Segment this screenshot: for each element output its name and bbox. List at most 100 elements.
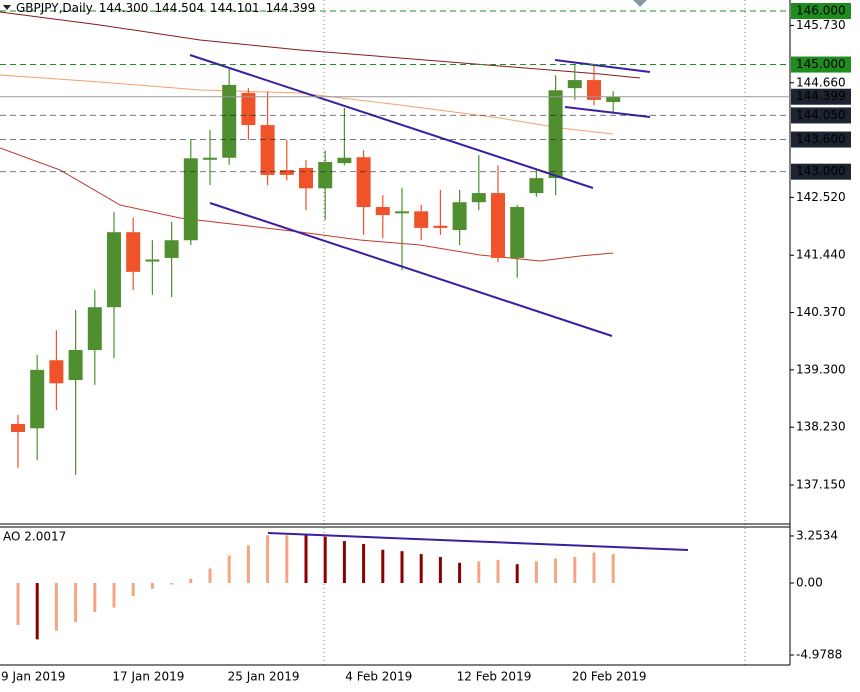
ao-bar <box>208 568 212 584</box>
ao-bar <box>74 583 78 623</box>
candle-body <box>68 350 83 381</box>
ao-bar <box>458 562 462 584</box>
level-label: 143.600 <box>796 132 846 146</box>
ao-bar <box>554 558 558 584</box>
level-label-bg <box>791 56 851 73</box>
candle-body <box>395 211 409 214</box>
ao-bar <box>170 583 174 585</box>
candle-body <box>356 157 371 208</box>
candle-body <box>433 225 448 228</box>
ao-bar <box>266 535 270 584</box>
symbol: GBPJPY,Daily <box>16 1 93 15</box>
candle-body <box>164 240 179 258</box>
ao-bar <box>93 583 97 612</box>
ao-bar <box>419 554 423 584</box>
candle-body <box>375 207 390 216</box>
ohlc-value: 144.300 <box>99 1 149 15</box>
moving-average <box>0 11 641 79</box>
y-tick-label: 137.150 <box>796 478 846 492</box>
y-tick-label: 0.00 <box>796 576 823 590</box>
trend-line <box>554 59 651 73</box>
ao-bar <box>150 583 154 589</box>
trend-line <box>267 532 689 551</box>
candle-body <box>510 207 525 258</box>
marker <box>633 0 647 7</box>
candle-body <box>222 84 237 158</box>
ao-bar <box>227 555 231 584</box>
y-tick-label: 144.660 <box>796 75 846 89</box>
ao-bar <box>342 541 346 584</box>
ao-bar <box>496 559 500 584</box>
x-tick-label: 20 Feb 2019 <box>572 670 647 684</box>
candle-body <box>414 211 429 228</box>
ao-bar <box>592 552 596 584</box>
ao-bar <box>131 583 135 597</box>
candle-body <box>318 162 333 189</box>
level-label: 143.000 <box>796 164 846 178</box>
candle-body <box>30 369 45 429</box>
ao-bar <box>611 554 615 584</box>
candle-body <box>529 178 544 194</box>
y-tick-label: 3.2534 <box>796 528 838 542</box>
candle-body <box>87 307 102 351</box>
ao-bar <box>323 536 327 584</box>
ao-bar <box>362 543 366 584</box>
level-label-bg <box>791 163 851 180</box>
level-label: 145.000 <box>796 57 846 71</box>
ohlc-value: 144.101 <box>210 1 260 15</box>
ao-bar <box>246 545 250 584</box>
level-label-bg <box>791 88 851 105</box>
y-tick-label: 138.230 <box>796 420 846 434</box>
candle-body <box>260 125 275 175</box>
ao-bar <box>515 564 519 584</box>
ao-bar <box>400 551 404 584</box>
ohlc-value: 144.504 <box>154 1 204 15</box>
candle-body <box>279 170 294 175</box>
chart-title: GBPJPY,Daily 144.300 144.504 144.101 144.399 <box>16 1 315 15</box>
y-tick-label: 145.730 <box>796 18 846 32</box>
candle-body <box>241 92 256 126</box>
candle-body <box>203 157 217 160</box>
level-label-bg <box>791 131 851 148</box>
candle-body <box>49 360 64 384</box>
x-tick-label: 25 Jan 2019 <box>228 670 300 684</box>
price-pane <box>11 65 621 640</box>
ao-bar <box>112 583 116 608</box>
ao-bar <box>477 561 481 584</box>
ao-bar <box>438 556 442 584</box>
ao-bar <box>189 578 193 584</box>
candle-body <box>126 232 141 272</box>
level-label: 146.000 <box>796 3 846 17</box>
x-tick-label: 17 Jan 2019 <box>112 670 184 684</box>
candle-body <box>491 193 505 258</box>
ao-bar <box>285 535 289 584</box>
candle-body <box>471 193 486 203</box>
candle-body <box>183 158 198 241</box>
x-tick-label: 4 Feb 2019 <box>345 670 412 684</box>
ohlc-value: 144.399 <box>266 1 316 15</box>
candle-body <box>548 90 563 179</box>
candle-body <box>587 80 601 100</box>
indicator-title: AO 2.0017 <box>3 530 66 544</box>
ao-bar <box>381 549 385 584</box>
candle-body <box>606 96 621 103</box>
candle-body <box>107 232 121 308</box>
symbol-arrow <box>3 5 11 10</box>
ao-bar <box>573 556 577 584</box>
candle-body <box>452 202 467 231</box>
y-tick-label: 139.300 <box>796 362 846 376</box>
ao-bar <box>54 583 58 631</box>
candle-body <box>337 157 352 164</box>
level-label: 144.399 <box>796 89 846 103</box>
level-label-bg <box>791 2 851 19</box>
candle-body <box>567 80 582 89</box>
ao-bar <box>534 561 538 584</box>
y-tick-label: 142.520 <box>796 190 846 204</box>
candle-body <box>299 167 313 189</box>
level-label: 144.050 <box>796 108 846 122</box>
trend-line <box>189 54 594 189</box>
ao-bar <box>16 583 20 625</box>
ao-bar <box>304 535 308 584</box>
